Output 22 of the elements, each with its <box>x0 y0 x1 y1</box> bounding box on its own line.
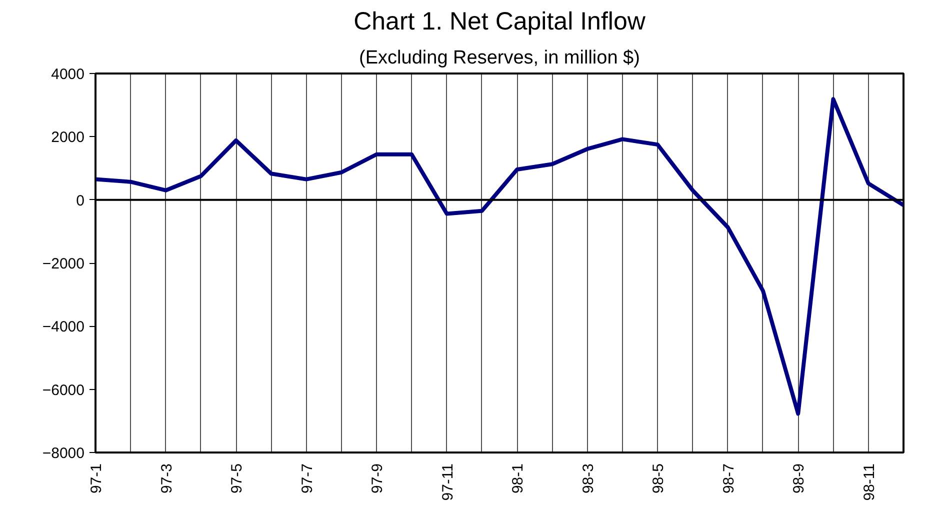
x-tick-label: 97-5 <box>228 463 246 494</box>
y-tick-label: 2000 <box>51 129 85 146</box>
y-tick-label: −8000 <box>42 445 85 462</box>
x-tick-label: 97-7 <box>298 463 316 494</box>
line-series <box>96 97 904 416</box>
x-tick-label: 98-5 <box>650 463 668 494</box>
x-tick-label: 98-11 <box>860 463 878 501</box>
x-tick-label: 97-3 <box>158 463 176 494</box>
y-tick-label: 0 <box>76 192 84 210</box>
x-tick-label: 98-3 <box>580 463 597 494</box>
x-tick-label: 97-9 <box>369 463 386 494</box>
x-tick-label: 98-9 <box>790 463 808 494</box>
y-tick-label: 4000 <box>51 66 85 83</box>
x-tick-label: 97-1 <box>88 463 105 494</box>
chart-title: Chart 1. Net Capital Inflow <box>354 8 646 36</box>
x-tick-label: 98-1 <box>510 463 527 494</box>
y-tick-label: −6000 <box>42 382 85 399</box>
x-tick-label: 98-7 <box>720 463 738 494</box>
y-tick-label: −4000 <box>42 318 85 336</box>
chart-subtitle: (Excluding Reserves, in million $) <box>359 48 640 68</box>
x-tick-label: 97-11 <box>439 463 456 501</box>
y-tick-label: −2000 <box>42 256 85 272</box>
